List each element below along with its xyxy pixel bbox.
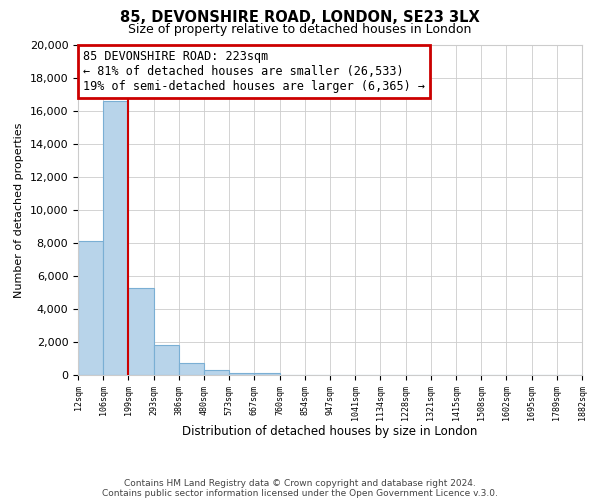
Text: 85 DEVONSHIRE ROAD: 223sqm
← 81% of detached houses are smaller (26,533)
19% of : 85 DEVONSHIRE ROAD: 223sqm ← 81% of deta…: [83, 50, 425, 93]
Text: Contains public sector information licensed under the Open Government Licence v.: Contains public sector information licen…: [102, 488, 498, 498]
Bar: [179, 364, 204, 375]
Bar: [204, 370, 229, 375]
Y-axis label: Number of detached properties: Number of detached properties: [14, 122, 24, 298]
Bar: [103, 101, 128, 375]
Bar: [229, 372, 254, 375]
Bar: [254, 374, 280, 375]
Text: 85, DEVONSHIRE ROAD, LONDON, SE23 3LX: 85, DEVONSHIRE ROAD, LONDON, SE23 3LX: [120, 10, 480, 25]
X-axis label: Distribution of detached houses by size in London: Distribution of detached houses by size …: [182, 426, 478, 438]
Text: Contains HM Land Registry data © Crown copyright and database right 2024.: Contains HM Land Registry data © Crown c…: [124, 478, 476, 488]
Bar: [128, 288, 154, 375]
Bar: [154, 346, 179, 375]
Bar: [78, 242, 103, 375]
Text: Size of property relative to detached houses in London: Size of property relative to detached ho…: [128, 22, 472, 36]
